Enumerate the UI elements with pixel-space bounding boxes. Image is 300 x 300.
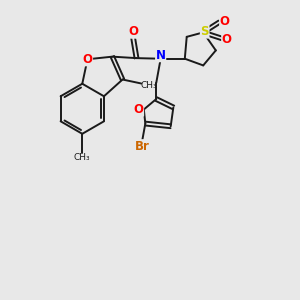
Text: CH₃: CH₃ <box>74 153 91 162</box>
Text: Br: Br <box>135 140 150 153</box>
Text: O: O <box>222 33 232 46</box>
Text: S: S <box>200 25 209 38</box>
Text: O: O <box>220 15 230 28</box>
Text: O: O <box>128 25 138 38</box>
Text: N: N <box>156 49 166 62</box>
Text: CH₃: CH₃ <box>140 80 157 89</box>
Text: O: O <box>134 103 143 116</box>
Text: O: O <box>82 53 92 66</box>
